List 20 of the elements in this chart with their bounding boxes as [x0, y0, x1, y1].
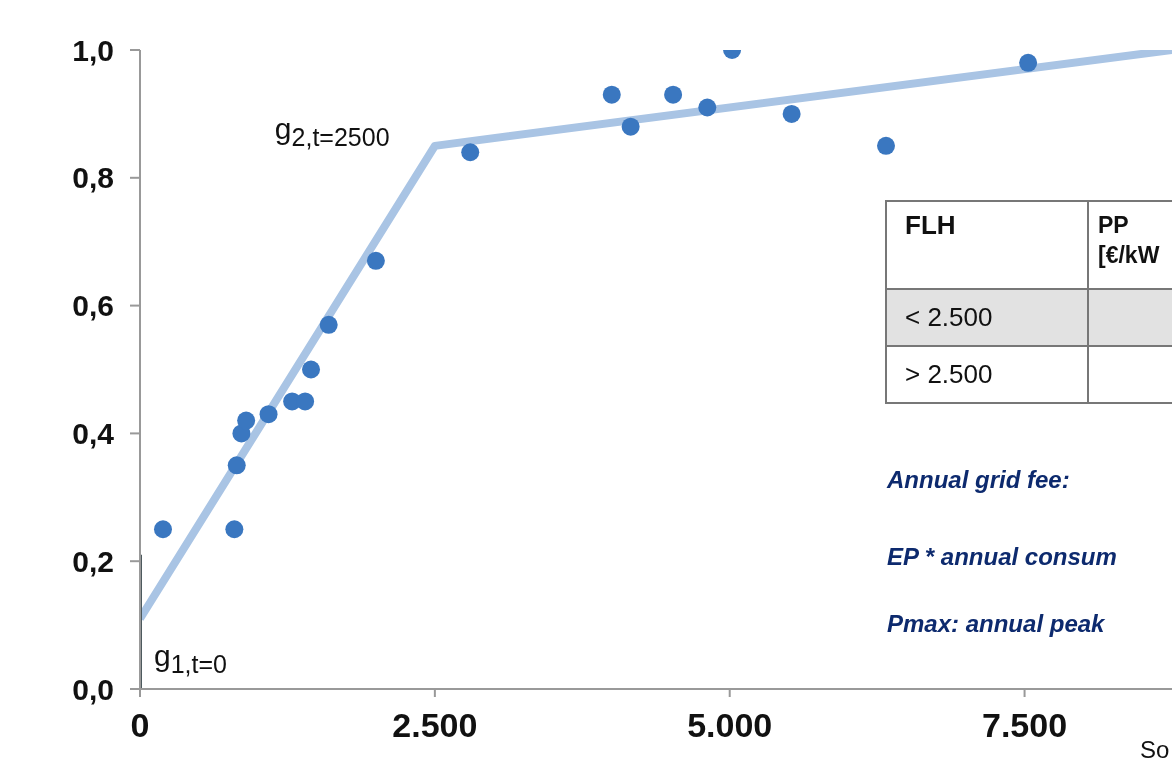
annotation: Annual grid fee:: [887, 466, 1070, 494]
y-tick-label: 0,2: [72, 544, 114, 578]
y-tick-label: 1,0: [72, 33, 114, 67]
y-tick-label: 0,4: [72, 417, 115, 451]
annotation: FLH: [905, 210, 956, 241]
text: So: [1140, 736, 1170, 764]
y-tick-label: 0,8: [72, 161, 114, 195]
annotation: PP [€/kW: [1098, 211, 1161, 270]
annotation: > 2.500: [905, 359, 993, 390]
x-tick-label: 0: [130, 706, 150, 745]
x-tick-label: 5.000: [687, 706, 773, 745]
x-tick-label: 7.500: [982, 706, 1068, 745]
annotation: g$_{2,t=2500}$: [274, 111, 390, 152]
y-tick-label: 0,6: [72, 289, 114, 323]
annotation: < 2.500: [905, 302, 993, 333]
y-tick-label: 0,0: [72, 672, 114, 706]
annotation: g$_{1,t=0}$: [154, 639, 227, 679]
x-tick-label: 2.500: [392, 706, 478, 745]
annotation: EP * annual consum: [887, 543, 1117, 571]
annotation: Pmax: annual peak: [887, 610, 1105, 638]
